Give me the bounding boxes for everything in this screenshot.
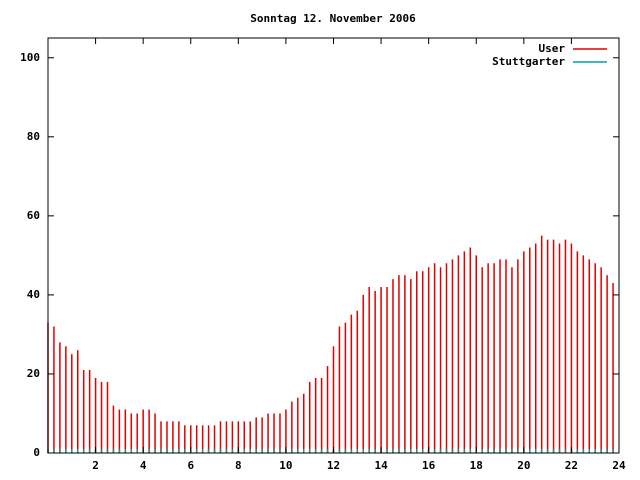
x-tick-label: 16 <box>422 459 436 472</box>
legend-label: User <box>539 42 566 55</box>
x-tick-label: 2 <box>92 459 99 472</box>
x-tick-label: 12 <box>327 459 340 472</box>
x-tick-label: 18 <box>470 459 483 472</box>
chart-title: Sonntag 12. November 2006 <box>250 12 416 25</box>
x-tick-label: 8 <box>235 459 242 472</box>
y-tick-label: 40 <box>27 288 40 301</box>
y-tick-label: 20 <box>27 367 40 380</box>
y-tick-label: 80 <box>27 130 40 143</box>
x-tick-label: 20 <box>517 459 530 472</box>
x-tick-label: 6 <box>187 459 194 472</box>
x-tick-label: 14 <box>374 459 388 472</box>
x-tick-label: 10 <box>279 459 292 472</box>
y-tick-label: 60 <box>27 209 40 222</box>
y-tick-label: 0 <box>33 446 40 459</box>
x-tick-label: 24 <box>612 459 626 472</box>
y-tick-label: 100 <box>20 51 40 64</box>
legend-label: Stuttgarter <box>492 55 565 68</box>
x-tick-label: 22 <box>565 459 578 472</box>
x-tick-label: 4 <box>140 459 147 472</box>
